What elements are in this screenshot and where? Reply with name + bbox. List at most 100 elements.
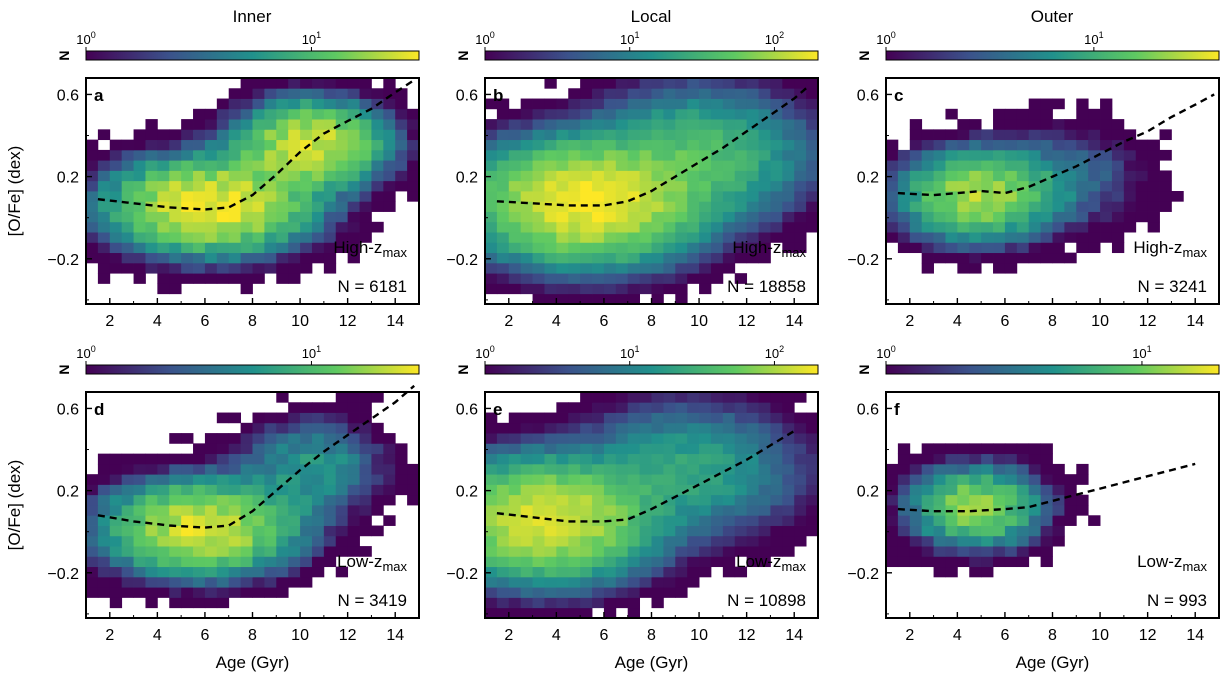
heatmap-cell xyxy=(204,191,218,202)
heatmap-cell xyxy=(544,108,557,120)
heatmap-cell xyxy=(335,211,349,223)
heatmap-cell xyxy=(276,453,289,465)
heatmap-cell xyxy=(1076,160,1089,171)
heatmap-cell xyxy=(300,494,313,506)
heatmap-cell xyxy=(169,433,182,444)
heatmap-cell xyxy=(1064,494,1077,506)
heatmap-cell xyxy=(639,576,652,588)
heatmap-cell xyxy=(897,180,911,192)
heatmap-cell xyxy=(1076,139,1089,151)
heatmap-cell xyxy=(335,494,349,506)
heatmap-cell xyxy=(300,191,313,202)
heatmap-cell xyxy=(252,211,265,223)
heatmap-cell xyxy=(1100,149,1113,161)
heatmap-cell xyxy=(651,566,664,578)
heatmap-cell xyxy=(806,505,819,516)
heatmap-cell xyxy=(264,484,277,496)
heatmap-cell xyxy=(169,515,182,526)
heatmap-cell xyxy=(520,607,533,619)
heatmap-cell xyxy=(1076,211,1089,223)
heatmap-cell xyxy=(710,211,724,223)
heatmap-cell xyxy=(544,546,557,557)
heatmap-cell xyxy=(580,78,593,89)
heatmap-cell xyxy=(1135,201,1149,212)
heatmap-cell xyxy=(1040,149,1053,161)
heatmap-cell xyxy=(86,160,99,171)
heatmap-cell xyxy=(157,535,170,547)
heatmap-cell xyxy=(485,160,498,171)
heatmap-cell xyxy=(639,283,652,295)
heatmap-cell xyxy=(993,262,1006,274)
heatmap-cell xyxy=(592,494,605,506)
heatmap-cell xyxy=(627,474,641,485)
heatmap-cell xyxy=(639,252,652,264)
heatmap-cell xyxy=(216,597,230,609)
heatmap-cell xyxy=(240,422,253,434)
x-tick-label: 12 xyxy=(738,627,756,644)
heatmap-cell xyxy=(945,515,958,526)
heatmap-cell xyxy=(276,119,289,130)
heatmap-cell xyxy=(969,556,982,568)
heatmap-cell xyxy=(216,108,230,120)
heatmap-cell xyxy=(133,535,146,547)
heatmap-cell xyxy=(1004,505,1018,516)
heatmap-cell xyxy=(347,119,360,130)
heatmap-cell xyxy=(181,474,194,485)
heatmap-cell xyxy=(675,392,688,403)
heatmap-cell xyxy=(1159,201,1172,212)
heatmap-cell xyxy=(1088,221,1101,233)
heatmap-cell xyxy=(264,443,277,455)
colorbar-bar xyxy=(85,364,420,375)
heatmap-cell xyxy=(663,139,676,151)
heatmap-cell xyxy=(347,232,360,243)
heatmap-cell xyxy=(909,494,923,506)
heatmap-cell xyxy=(710,422,724,434)
colorbar-tick-label: 101 xyxy=(1084,30,1103,47)
heatmap-cell xyxy=(794,139,807,151)
heatmap-cell xyxy=(568,139,581,151)
heatmap-cell xyxy=(359,211,372,223)
heatmap-cell xyxy=(240,433,253,444)
heatmap-cell xyxy=(1159,149,1172,161)
heatmap-cell xyxy=(710,535,724,547)
heatmap-cell xyxy=(193,546,206,557)
colorbar-bar xyxy=(885,364,1220,375)
heatmap-cell xyxy=(228,525,242,537)
heatmap-cell xyxy=(347,180,360,192)
heatmap-cell xyxy=(508,108,522,120)
heatmap-cell xyxy=(794,149,807,161)
heatmap-cell xyxy=(496,262,510,274)
heatmap-cell xyxy=(770,453,783,465)
heatmap-cell xyxy=(532,232,545,243)
heatmap-cell xyxy=(157,170,170,182)
heatmap-cell xyxy=(897,221,911,233)
heatmap-cell xyxy=(1076,191,1089,202)
heatmap-cell xyxy=(580,392,593,403)
heatmap-cell xyxy=(957,170,970,182)
heatmap-cell xyxy=(627,556,641,568)
heatmap-cell xyxy=(1135,139,1149,151)
heatmap-cell xyxy=(615,293,629,305)
heatmap-cell xyxy=(133,252,146,264)
heatmap-cell xyxy=(264,525,277,537)
heatmap-cell xyxy=(335,170,349,182)
heatmap-cell xyxy=(216,273,230,284)
heatmap-cell xyxy=(157,484,170,496)
heatmap-cell xyxy=(323,443,337,455)
heatmap-cell xyxy=(532,139,545,151)
heatmap-cell xyxy=(544,119,557,130)
heatmap-cell xyxy=(710,392,724,403)
heatmap-cell xyxy=(615,170,629,182)
heatmap-cell xyxy=(407,463,420,475)
heatmap-cell xyxy=(710,88,724,99)
heatmap-cell xyxy=(1088,242,1101,254)
heatmap-cell xyxy=(615,160,629,171)
heatmap-cell xyxy=(1100,119,1113,130)
heatmap-cell xyxy=(758,139,771,151)
heatmap-cell xyxy=(216,515,230,526)
heatmap-cell xyxy=(699,535,712,547)
heatmap-cell xyxy=(675,515,688,526)
heatmap-cell xyxy=(145,252,158,264)
heatmap-cell xyxy=(969,443,982,455)
heatmap-cell xyxy=(886,211,899,223)
